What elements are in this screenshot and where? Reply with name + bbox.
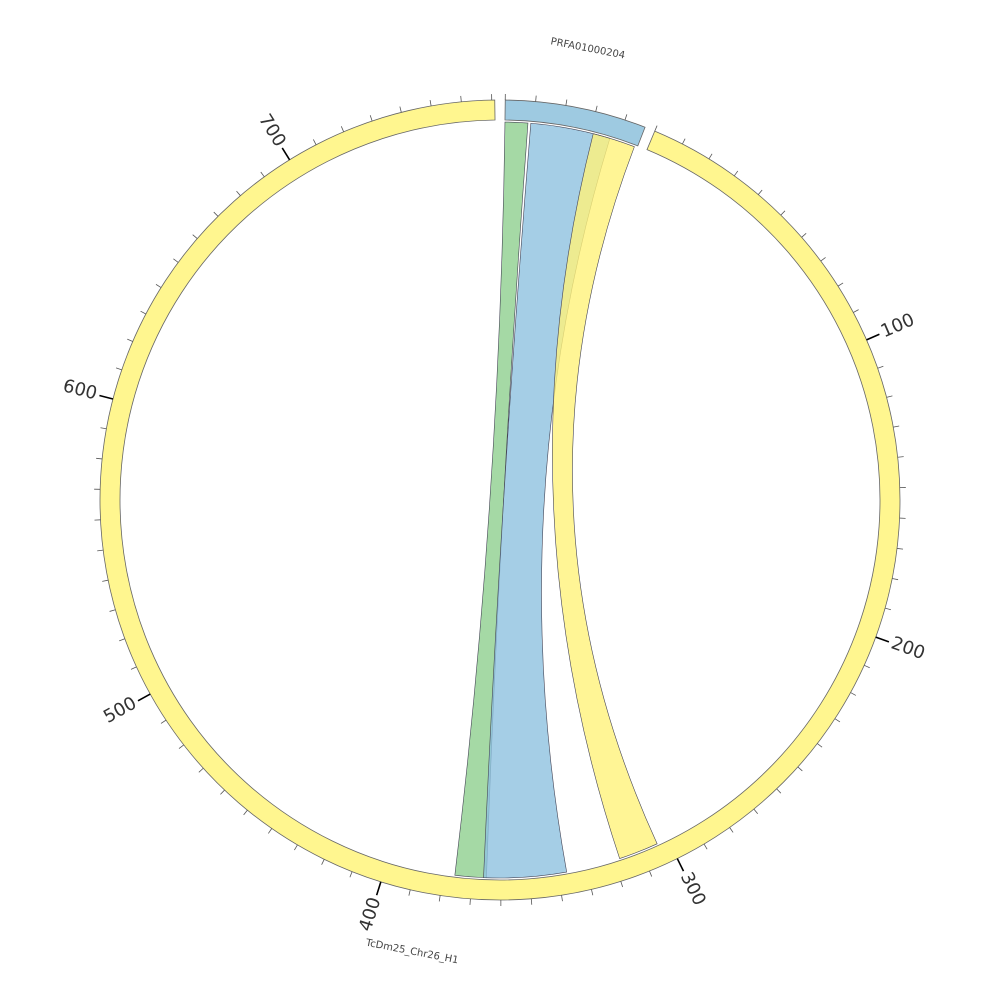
minor-tick	[801, 233, 807, 238]
minor-tick	[178, 744, 184, 749]
minor-tick	[96, 457, 103, 460]
minor-tick	[624, 114, 628, 121]
minor-tick	[620, 881, 624, 888]
minor-tick	[429, 99, 432, 107]
minor-tick	[408, 889, 411, 896]
minor-tick	[703, 843, 708, 850]
minor-tick	[733, 170, 739, 177]
minor-tick	[192, 234, 198, 239]
minor-tick	[708, 153, 713, 160]
minor-tick	[834, 718, 841, 723]
minor-tick	[321, 859, 325, 865]
minor-tick	[119, 638, 125, 642]
minor-tick	[155, 284, 162, 288]
minor-tick	[884, 607, 891, 611]
minor-tick	[757, 189, 763, 195]
minor-tick	[340, 126, 345, 132]
minor-tick	[198, 767, 204, 773]
minor-tick	[102, 579, 109, 582]
major-tick	[99, 394, 114, 400]
minor-tick	[897, 456, 904, 458]
minor-tick	[817, 743, 823, 748]
minor-tick	[877, 365, 884, 369]
minor-tick	[729, 827, 734, 833]
minor-tick	[127, 338, 133, 342]
minor-tick	[682, 138, 686, 145]
minor-tick	[850, 692, 857, 696]
minor-tick	[837, 282, 844, 287]
minor-tick	[243, 809, 248, 816]
minor-tick	[312, 139, 317, 145]
tick-label: 700	[254, 110, 290, 150]
minor-tick	[460, 95, 462, 102]
minor-tick	[369, 115, 373, 122]
minor-tick	[753, 808, 759, 814]
minor-tick	[236, 190, 241, 196]
minor-tick	[886, 395, 893, 398]
minor-tick	[140, 310, 147, 315]
minor-tick	[797, 766, 803, 772]
minor-tick	[160, 719, 167, 724]
minor-tick	[595, 105, 598, 112]
minor-tick	[565, 99, 568, 106]
sector-label: PRFA01000204	[550, 36, 626, 61]
minor-tick	[399, 106, 402, 113]
minor-tick	[438, 895, 441, 902]
minor-tick	[893, 425, 900, 428]
tick-label: 500	[100, 693, 140, 728]
minor-tick	[173, 258, 179, 263]
minor-tick	[649, 870, 653, 877]
minor-tick	[892, 578, 899, 581]
minor-tick	[115, 367, 122, 371]
minor-tick	[897, 548, 904, 550]
minor-tick	[213, 211, 219, 217]
minor-tick	[780, 210, 786, 216]
tick-label: 100	[878, 309, 918, 342]
minor-tick	[109, 609, 116, 612]
major-tick	[866, 333, 880, 341]
minor-tick	[260, 171, 265, 178]
link-ribbon	[552, 133, 658, 859]
minor-tick	[591, 889, 594, 896]
major-tick	[676, 858, 685, 872]
minor-tick	[130, 666, 137, 670]
major-tick	[281, 147, 291, 161]
tick-label: 400	[355, 895, 385, 934]
minor-tick	[561, 895, 563, 902]
tick-label: 600	[61, 375, 100, 404]
major-tick	[875, 636, 890, 643]
minor-tick	[535, 95, 537, 102]
minor-tick	[853, 309, 859, 313]
major-tick	[137, 693, 151, 702]
sector-arc	[99, 99, 901, 901]
minor-tick	[220, 789, 225, 795]
minor-tick	[100, 427, 107, 430]
minor-tick	[864, 664, 870, 669]
minor-tick	[294, 844, 298, 851]
minor-tick	[820, 257, 826, 262]
tick-label: 300	[676, 869, 710, 909]
minor-tick	[776, 788, 782, 794]
sector-label: TcDm25_Chr26_H1	[364, 937, 459, 966]
minor-tick	[97, 549, 104, 552]
tick-label: 200	[888, 633, 927, 665]
minor-tick	[268, 828, 273, 834]
sector-arc	[504, 99, 646, 147]
minor-tick	[654, 125, 658, 132]
minor-tick	[349, 871, 353, 878]
major-tick	[375, 881, 382, 896]
